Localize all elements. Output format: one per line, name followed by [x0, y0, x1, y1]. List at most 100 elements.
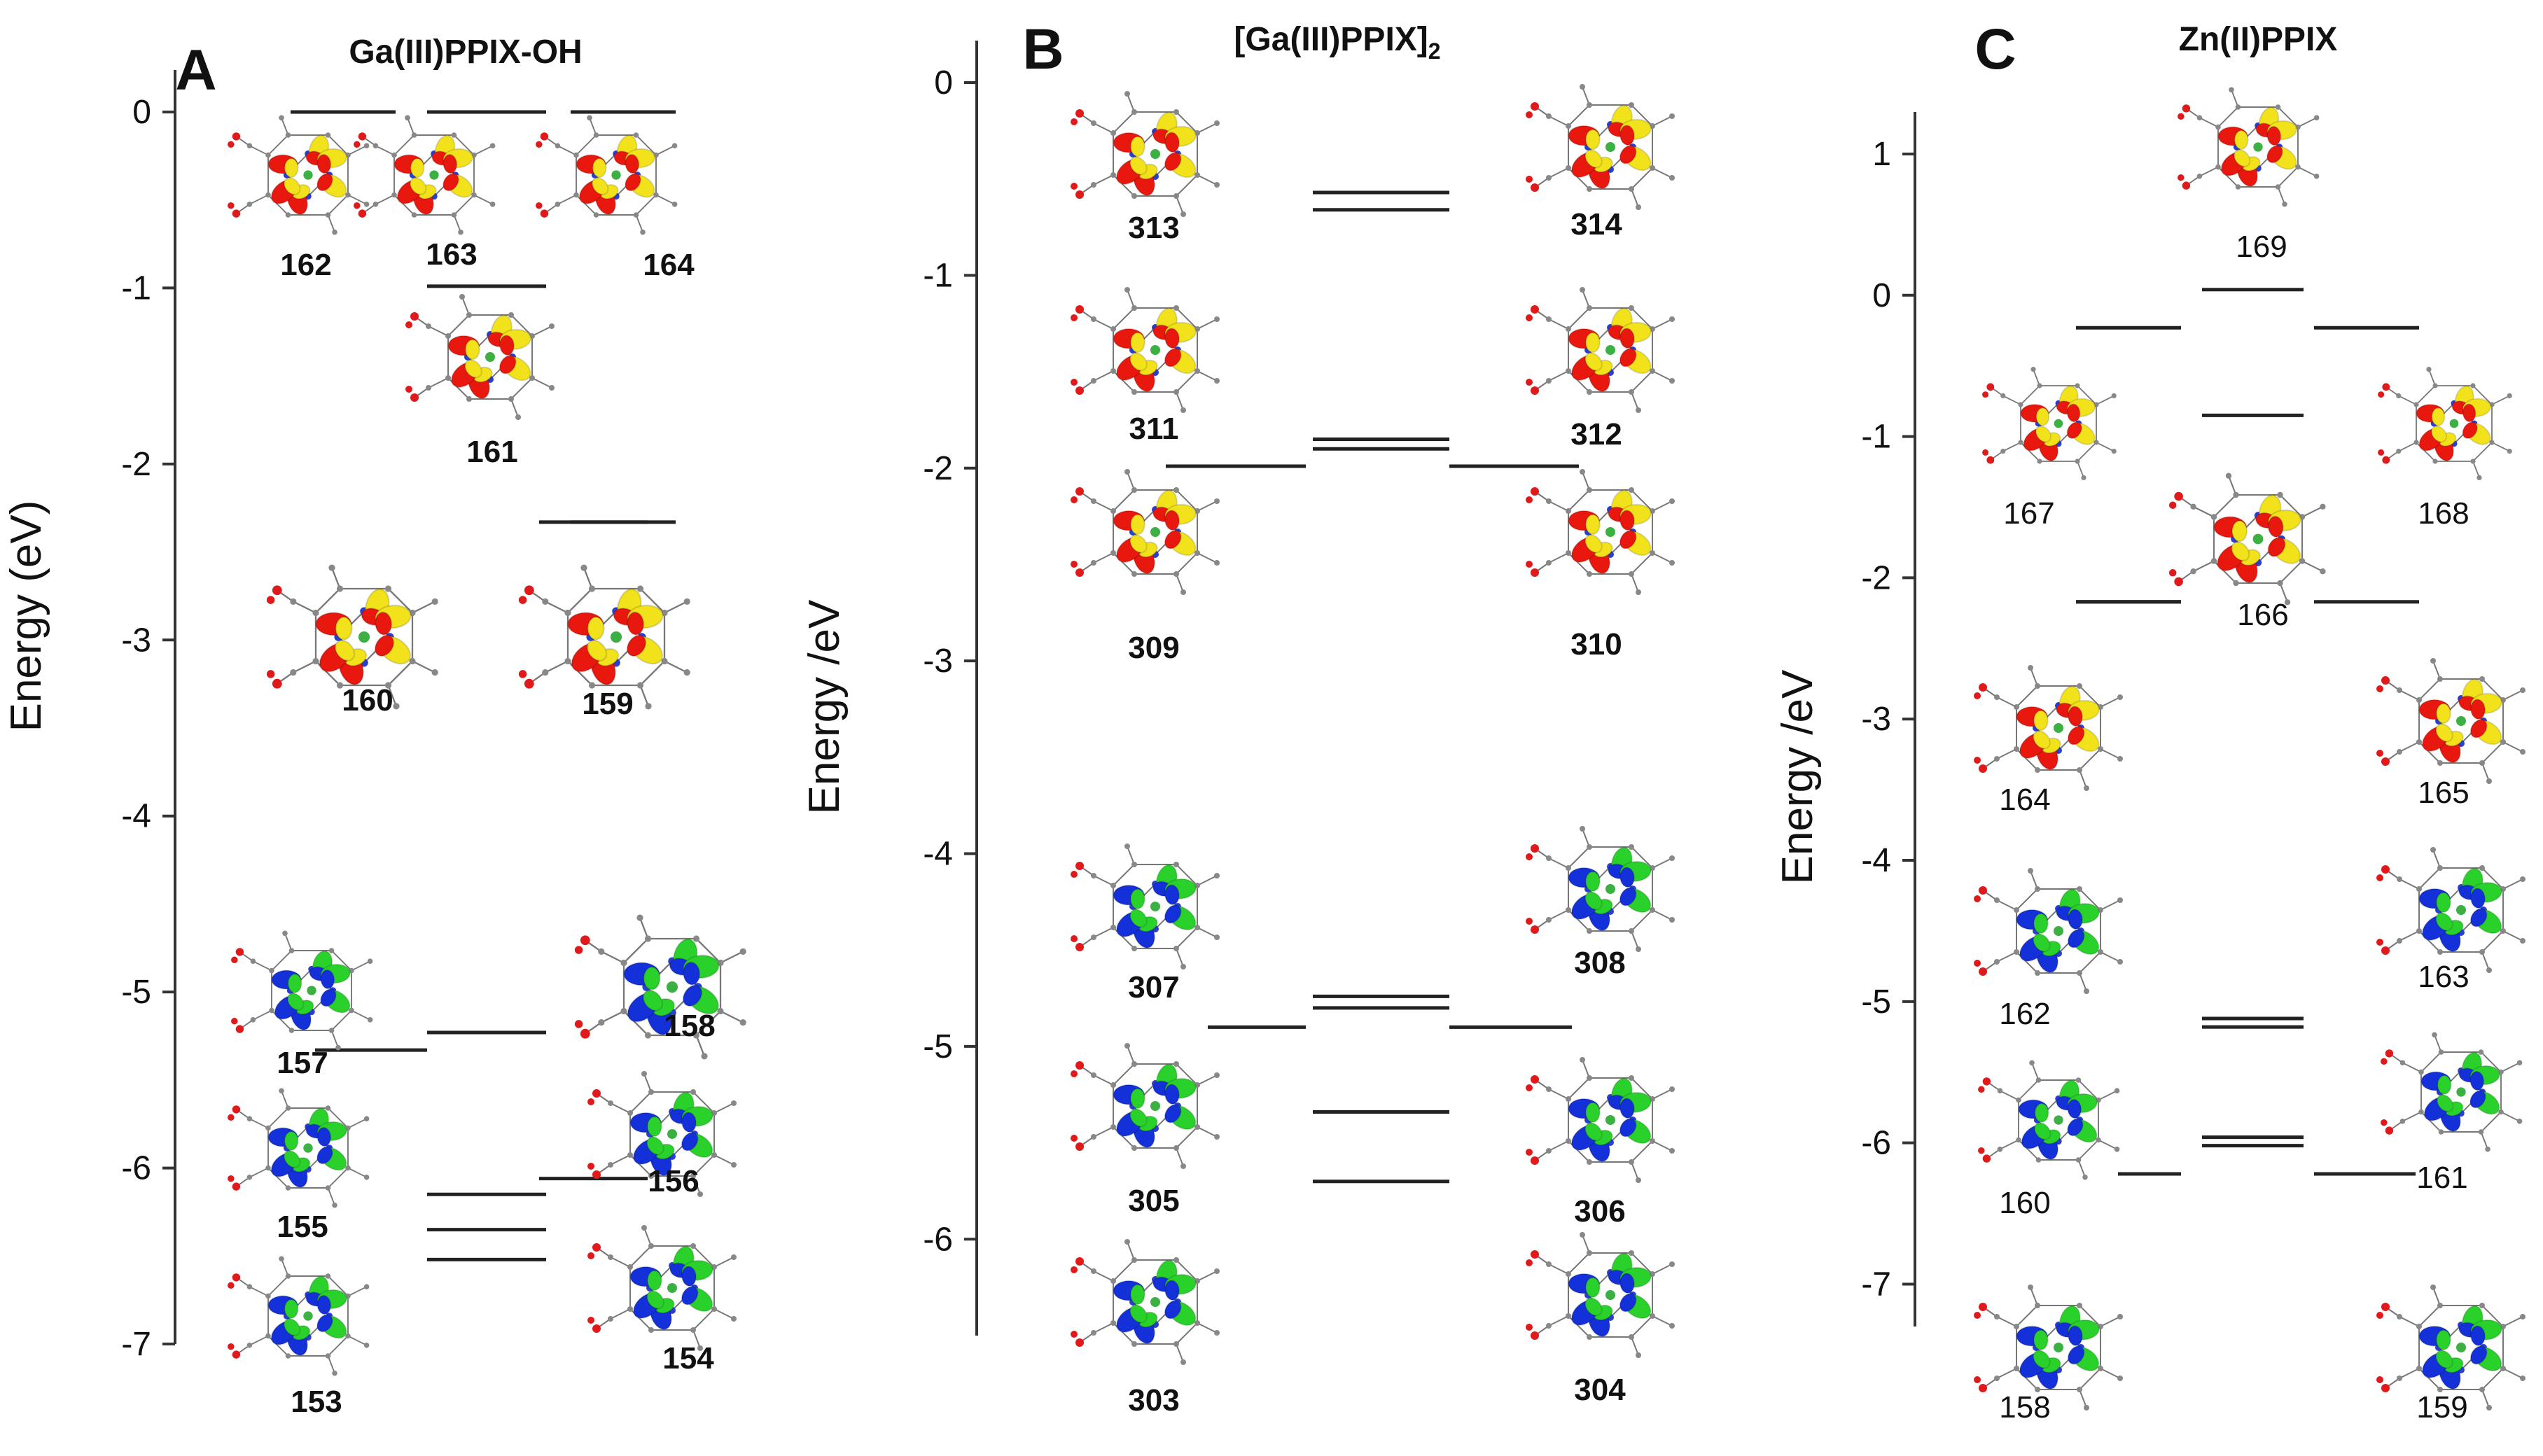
- y-tick-label: -7: [1861, 1266, 1891, 1303]
- y-tick-label: -1: [121, 270, 151, 307]
- orbital-label: 168: [2418, 496, 2469, 531]
- orbital-156-plot: [587, 1070, 737, 1198]
- panel-b: 0 -1 -2 -3 -4 -5 -6 Energy /eV B [Ga(III)PPIX]2 31…: [800, 18, 1675, 1418]
- y-tick-label: -3: [121, 622, 151, 659]
- orbital-167-plot: [1981, 366, 2117, 481]
- orbital-310-plot: [1525, 468, 1675, 596]
- panel-letter: C: [1974, 18, 2016, 81]
- orbital-161-plot: [405, 293, 555, 421]
- orbital-314-plot: [1525, 83, 1675, 211]
- panel-letter: B: [1022, 18, 1064, 81]
- orbital-label: 161: [2416, 1161, 2467, 1195]
- orbital-165-plot: [2376, 657, 2526, 785]
- orbital-label: 158: [664, 1009, 715, 1043]
- orbital-label: 303: [1128, 1383, 1179, 1418]
- orbital-307-plot: [1070, 843, 1220, 970]
- orbital-313-plot: [1070, 90, 1220, 218]
- y-axis-title: Energy (eV): [2, 500, 50, 732]
- orbital-label: 307: [1128, 970, 1179, 1004]
- y-tick-label: -2: [923, 450, 953, 487]
- orbital-label: 160: [342, 683, 393, 718]
- y-tick-label: -2: [1861, 559, 1891, 596]
- orbital-306-plot: [1525, 1056, 1675, 1184]
- y-tick-label: -3: [1861, 701, 1891, 738]
- orbital-label: 314: [1570, 207, 1622, 241]
- orbital-155-plot: [227, 1087, 370, 1209]
- orbital-159-plot: [517, 564, 691, 710]
- orbital-label: 166: [2237, 598, 2288, 632]
- orbital-160-plot: [265, 564, 439, 710]
- orbital-label: 163: [426, 237, 477, 272]
- orbital-label: 153: [291, 1385, 342, 1419]
- panel-title: Ga(III)PPIX-OH: [349, 34, 582, 71]
- orbital-label: 308: [1574, 946, 1625, 980]
- orbital-label: 164: [643, 248, 695, 282]
- orbital-label: 158: [1999, 1390, 2050, 1424]
- y-axis-title: Energy /eV: [1774, 669, 1822, 884]
- orbital-159-plot: [2376, 1284, 2526, 1411]
- orbital-label: 159: [2416, 1390, 2467, 1424]
- y-tick-label: 0: [132, 94, 151, 131]
- orbital-label: 311: [1129, 412, 1179, 446]
- y-tick-label: -3: [923, 643, 953, 680]
- orbital-label: 164: [1999, 783, 2050, 817]
- orbital-304-plot: [1525, 1231, 1675, 1359]
- orbital-162-plot: [227, 114, 370, 236]
- orbital-160-plot: [1977, 1059, 2121, 1181]
- orbital-label: 165: [2418, 776, 2469, 810]
- orbital-label: 154: [662, 1341, 714, 1376]
- orbital-312-plot: [1525, 286, 1675, 414]
- orbital-163-plot: [353, 114, 496, 236]
- orbital-164-plot: [1973, 664, 2124, 792]
- orbital-label: 169: [2236, 230, 2287, 264]
- panel-title: [Ga(III)PPIX]2: [1234, 21, 1440, 64]
- orbital-label: 162: [280, 248, 331, 282]
- orbital-label: 304: [1574, 1373, 1626, 1407]
- y-tick-label: -6: [1861, 1125, 1891, 1162]
- orbital-163-plot: [2376, 846, 2526, 974]
- y-tick-label: -4: [1861, 842, 1891, 879]
- y-tick-label: 1: [1872, 136, 1891, 173]
- y-tick-label: -6: [121, 1150, 151, 1187]
- panel-letter: A: [175, 38, 216, 102]
- orbital-154-plot: [587, 1224, 737, 1352]
- y-axis-title: Energy /eV: [800, 599, 849, 814]
- orbital-162-plot: [1973, 867, 2124, 995]
- orbital-label: 159: [582, 687, 633, 721]
- y-tick-label: -5: [121, 974, 151, 1011]
- y-tick-label: 0: [1872, 277, 1891, 314]
- y-tick-label: -4: [923, 836, 953, 873]
- orbital-label: 156: [648, 1164, 699, 1198]
- y-tick-label: -1: [923, 257, 953, 294]
- orbital-label: 160: [1999, 1186, 2050, 1220]
- orbital-label: 167: [2003, 496, 2054, 531]
- orbital-305-plot: [1070, 1042, 1220, 1170]
- orbital-label: 313: [1128, 211, 1179, 245]
- orbital-label: 310: [1570, 627, 1622, 662]
- orbital-label: 157: [277, 1046, 328, 1080]
- orbital-label: 163: [2418, 960, 2469, 994]
- y-tick-label: 0: [934, 64, 953, 102]
- orbital-309-plot: [1070, 468, 1220, 596]
- orbital-169-plot: [2177, 86, 2320, 208]
- orbital-168-plot: [2377, 366, 2513, 481]
- orbital-308-plot: [1525, 825, 1675, 953]
- y-tick-label: -1: [1861, 419, 1891, 456]
- panel-title: Zn(II)PPIX: [2179, 21, 2338, 58]
- orbital-label: 312: [1570, 417, 1622, 451]
- orbital-label: 305: [1128, 1184, 1179, 1218]
- y-tick-label: -5: [1861, 983, 1891, 1021]
- y-tick-label: -6: [923, 1221, 953, 1258]
- orbital-158-plot: [573, 913, 747, 1060]
- orbital-label: 309: [1128, 631, 1179, 665]
- orbital-166-plot: [2168, 472, 2327, 606]
- orbital-303-plot: [1070, 1238, 1220, 1366]
- orbital-311-plot: [1070, 286, 1220, 414]
- y-tick-label: -2: [121, 446, 151, 483]
- y-tick-label: -5: [923, 1028, 953, 1065]
- orbital-label: 306: [1574, 1194, 1625, 1228]
- y-tick-label: -7: [121, 1326, 151, 1363]
- orbital-label: 162: [1999, 997, 2050, 1031]
- y-tick-label: -4: [121, 798, 151, 835]
